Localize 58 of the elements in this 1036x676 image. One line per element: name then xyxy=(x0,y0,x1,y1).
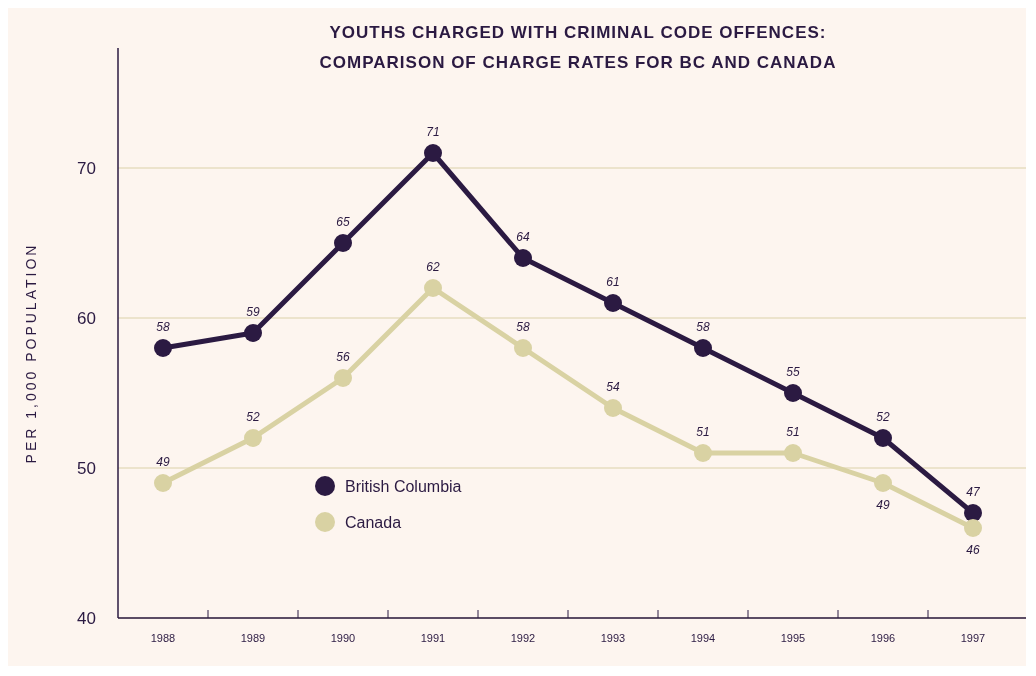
y-tick-label: 40 xyxy=(77,608,96,628)
point xyxy=(694,444,712,462)
point xyxy=(154,339,172,357)
data-label: 52 xyxy=(246,410,260,424)
point xyxy=(244,429,262,447)
point xyxy=(334,369,352,387)
point xyxy=(424,279,442,297)
point xyxy=(334,234,352,252)
data-label: 64 xyxy=(516,230,530,244)
point xyxy=(964,519,982,537)
data-label: 49 xyxy=(156,455,170,469)
x-tick-label: 1993 xyxy=(600,632,626,644)
data-label: 54 xyxy=(606,380,620,394)
x-tick-label: 1991 xyxy=(420,632,446,644)
data-label: 51 xyxy=(696,425,710,439)
x-tick-label: 1994 xyxy=(690,632,716,644)
data-label: 49 xyxy=(876,498,890,512)
y-axis-title: PER 1,000 POPULATION xyxy=(23,242,39,464)
x-tick-label: 1995 xyxy=(780,632,806,644)
legend-label: Canada xyxy=(345,513,402,531)
y-tick-label: 50 xyxy=(77,458,96,478)
point xyxy=(154,474,172,492)
point xyxy=(244,324,262,342)
point xyxy=(874,474,892,492)
y-tick-label: 60 xyxy=(77,308,96,328)
x-tick-label: 1990 xyxy=(330,632,356,644)
data-label: 65 xyxy=(336,215,350,229)
point xyxy=(784,384,802,402)
x-tick-label: 1992 xyxy=(510,632,536,644)
data-label: 59 xyxy=(246,305,260,319)
data-label: 51 xyxy=(786,425,800,439)
data-label: 58 xyxy=(516,320,530,334)
point xyxy=(964,504,982,522)
point xyxy=(694,339,712,357)
point xyxy=(514,249,532,267)
legend-label: British Columbia xyxy=(345,477,462,495)
x-tick-label: 1988 xyxy=(150,632,176,644)
data-label: 61 xyxy=(606,275,620,289)
data-label: 46 xyxy=(966,543,980,557)
data-label: 56 xyxy=(336,350,350,364)
data-label: 62 xyxy=(426,260,440,274)
point xyxy=(604,294,622,312)
data-label: 52 xyxy=(876,410,890,424)
point xyxy=(604,399,622,417)
point xyxy=(514,339,532,357)
data-label: 58 xyxy=(696,320,710,334)
point xyxy=(784,444,802,462)
data-label: 71 xyxy=(426,125,440,139)
data-label: 47 xyxy=(966,485,981,499)
data-label: 55 xyxy=(786,365,800,379)
chart-title: YOUTHS CHARGED WITH CRIMINAL CODE OFFENCES: COMPARISON OF CHARGE RATES FOR BC AND CANADA xyxy=(319,23,837,72)
point xyxy=(874,429,892,447)
data-label: 58 xyxy=(156,320,170,334)
x-tick-label: 1996 xyxy=(870,632,896,644)
point xyxy=(424,144,442,162)
y-tick-label: 70 xyxy=(77,158,96,178)
x-tick-label: 1997 xyxy=(960,632,986,644)
x-tick-label: 1989 xyxy=(240,632,266,644)
